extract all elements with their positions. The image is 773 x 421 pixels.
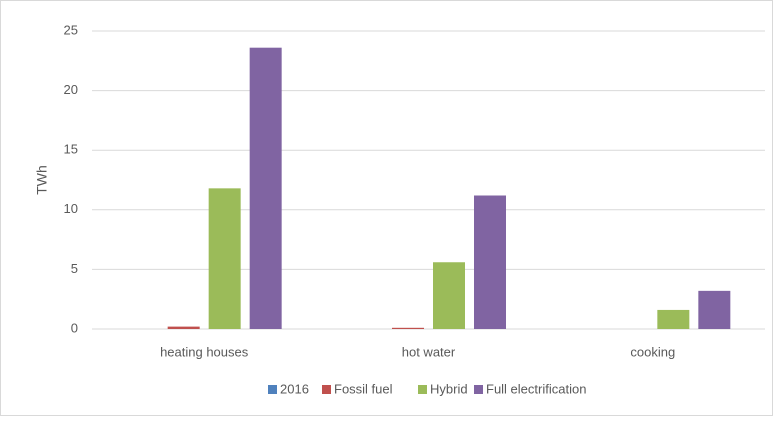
legend-swatch	[474, 385, 483, 394]
bar	[208, 188, 241, 329]
legend-swatch	[322, 385, 331, 394]
y-tick-label: 0	[71, 320, 78, 335]
x-tick-label: hot water	[402, 344, 456, 359]
legend-label: Full electrification	[486, 381, 586, 396]
x-tick-label: heating houses	[160, 344, 249, 359]
y-tick-label: 25	[64, 22, 78, 37]
legend-swatch	[268, 385, 277, 394]
bar	[249, 47, 282, 330]
bar	[657, 309, 690, 329]
legend-label: Hybrid	[430, 381, 468, 396]
y-axis-label: TWh	[34, 165, 50, 195]
y-tick-label: 20	[64, 82, 78, 97]
y-tick-label: 5	[71, 261, 78, 276]
legend-label: 2016	[280, 381, 309, 396]
bar	[392, 327, 424, 329]
y-tick-label: 15	[64, 142, 78, 157]
y-tick-label: 10	[64, 201, 78, 216]
legend-label: Fossil fuel	[334, 381, 393, 396]
x-tick-label: cooking	[630, 344, 675, 359]
legend-swatch	[418, 385, 427, 394]
bar	[433, 262, 465, 329]
bar	[474, 195, 506, 329]
bar	[167, 326, 200, 329]
bar	[698, 290, 731, 329]
